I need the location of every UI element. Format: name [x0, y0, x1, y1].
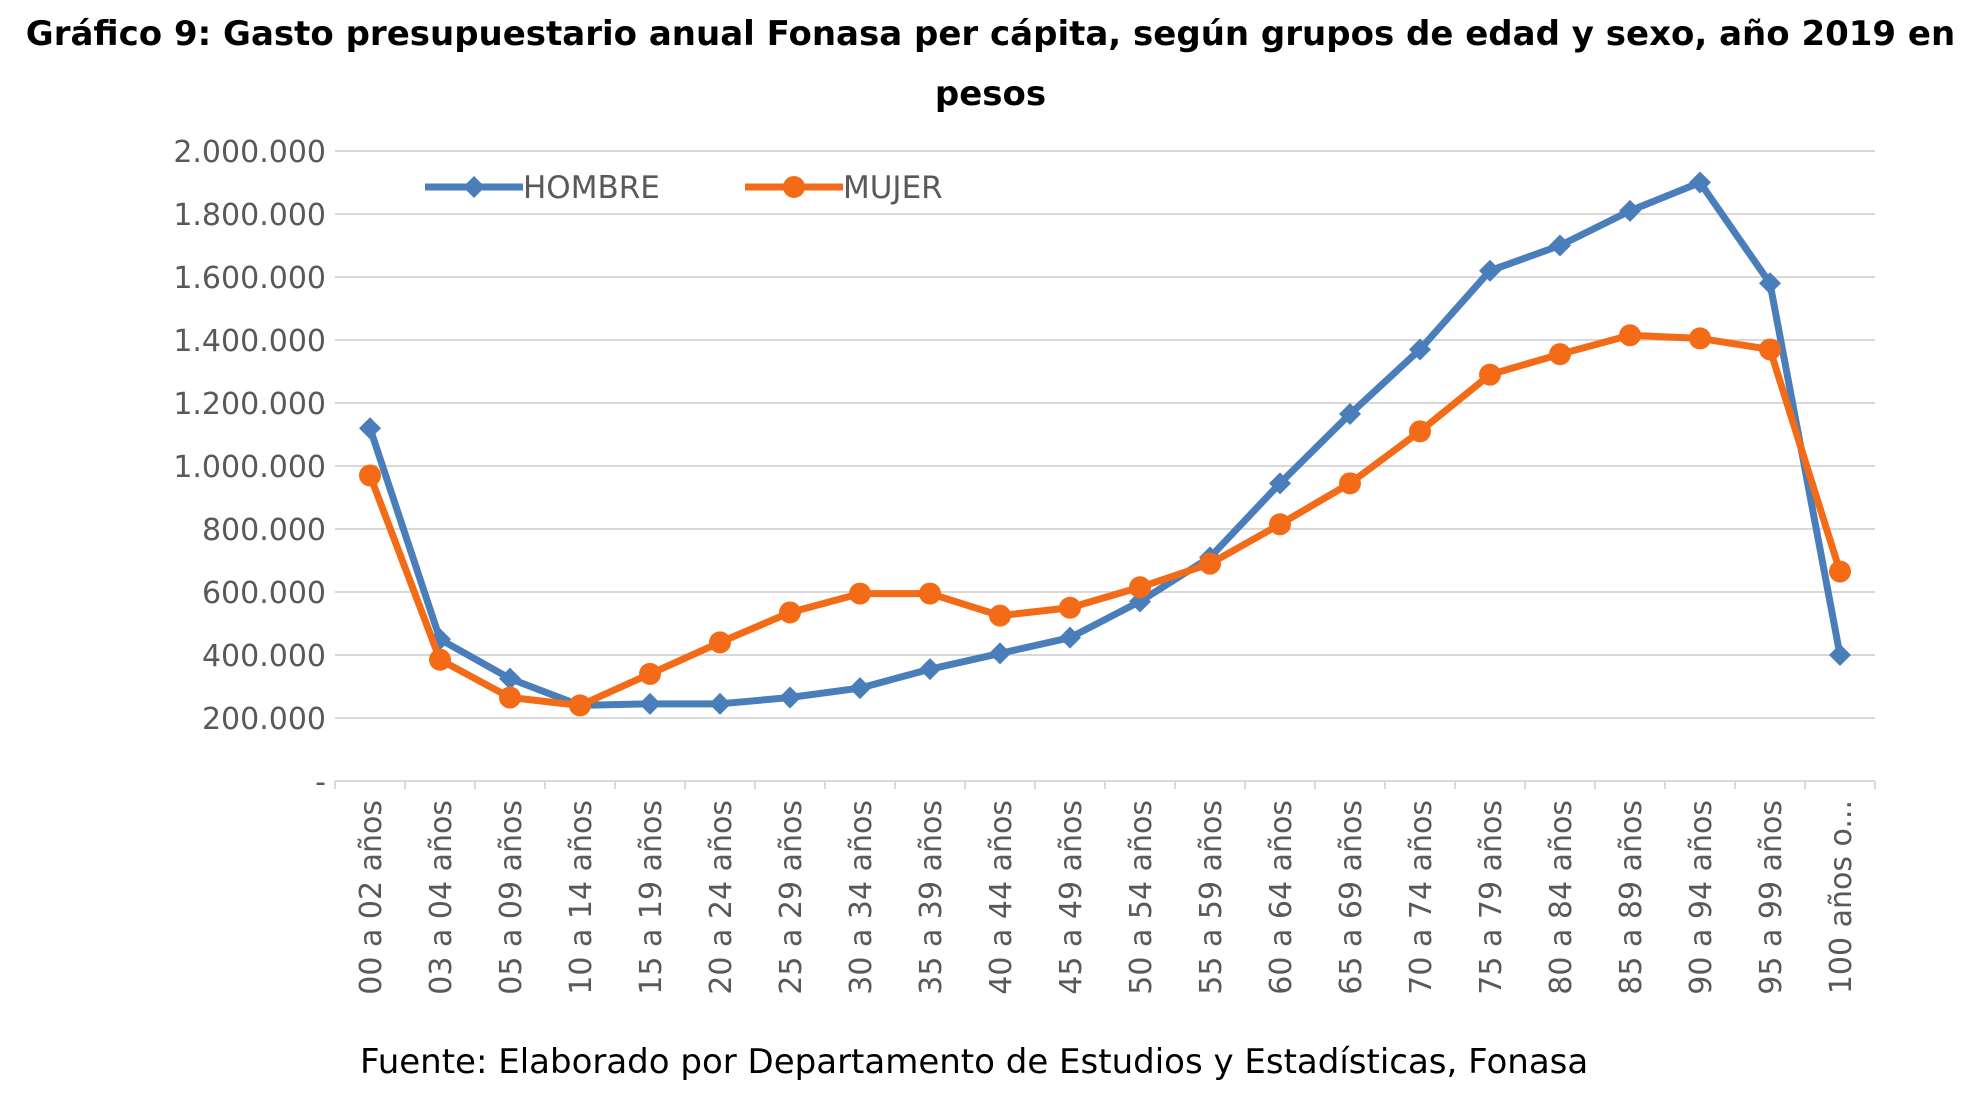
- data-point-hombre: [989, 642, 1011, 665]
- data-point-hombre: [1409, 338, 1431, 361]
- legend-label-mujer: MUJER: [843, 170, 943, 206]
- x-tick-label: 75 a 79 años: [1474, 800, 1509, 995]
- data-point-mujer: [499, 686, 521, 709]
- data-point-hombre: [1269, 472, 1291, 495]
- x-tick-label: 20 a 24 años: [704, 800, 739, 995]
- data-point-mujer: [359, 464, 381, 487]
- data-point-hombre: [1339, 403, 1361, 426]
- data-point-hombre: [1759, 272, 1781, 295]
- x-tick-label: 50 a 54 años: [1124, 800, 1159, 995]
- data-point-mujer: [919, 582, 941, 605]
- y-tick-label: 1.400.000: [173, 324, 326, 359]
- data-point-mujer: [1689, 327, 1711, 350]
- y-tick-label: 1.800.000: [173, 198, 326, 233]
- data-point-mujer: [1199, 552, 1221, 575]
- x-tick-label: 40 a 44 años: [984, 800, 1019, 995]
- legend-marker-hombre: [463, 176, 485, 198]
- x-tick-label: 45 a 49 años: [1054, 800, 1089, 995]
- data-point-mujer: [1479, 363, 1501, 386]
- data-point-mujer: [849, 582, 871, 605]
- data-point-hombre: [1479, 259, 1501, 282]
- data-point-hombre: [849, 677, 871, 700]
- data-point-mujer: [989, 604, 1011, 627]
- x-tick-label: 100 años o...: [1824, 800, 1859, 994]
- data-point-hombre: [1549, 234, 1571, 257]
- x-tick-label: 10 a 14 años: [564, 800, 599, 995]
- y-tick-label: 200.000: [202, 702, 326, 737]
- data-point-mujer: [709, 631, 731, 654]
- x-tick-label: 70 a 74 años: [1404, 800, 1439, 995]
- y-tick-label: 600.000: [202, 576, 326, 611]
- x-tick-label: 80 a 84 años: [1544, 800, 1579, 995]
- x-tick-label: 03 a 04 años: [424, 800, 459, 995]
- data-point-mujer: [779, 601, 801, 624]
- x-tick-label: 15 a 19 años: [634, 800, 669, 995]
- legend-marker-mujer: [783, 176, 805, 198]
- x-tick-label: 35 a 39 años: [914, 800, 949, 995]
- data-point-mujer: [1619, 324, 1641, 347]
- series-line-mujer: [366, 331, 1844, 709]
- x-tick-label: 55 a 59 años: [1194, 800, 1229, 995]
- y-tick-label: 400.000: [202, 639, 326, 674]
- y-tick-label: 1.000.000: [173, 450, 326, 485]
- x-tick-label: 60 a 64 años: [1264, 800, 1299, 995]
- data-point-mujer: [569, 694, 591, 717]
- chart-title-line-2: pesos: [934, 74, 1047, 114]
- data-point-mujer: [1759, 338, 1781, 361]
- x-tick-label: 00 a 02 años: [354, 800, 389, 995]
- x-tick-label: 65 a 69 años: [1334, 800, 1369, 995]
- data-point-hombre: [1829, 644, 1851, 666]
- data-point-hombre: [1619, 199, 1641, 222]
- data-point-mujer: [1059, 596, 1081, 619]
- data-point-mujer: [1129, 576, 1151, 599]
- data-point-hombre: [779, 686, 801, 709]
- data-point-hombre: [1689, 171, 1711, 194]
- data-point-mujer: [1269, 513, 1291, 536]
- data-point-hombre: [709, 692, 731, 715]
- source-note: Fuente: Elaborado por Departamento de Es…: [360, 1042, 1589, 1082]
- chart-title-line-1: Gráfico 9: Gasto presupuestario anual Fo…: [25, 14, 1956, 54]
- series-line-hombre: [366, 179, 1844, 709]
- y-tick-label: 1.200.000: [173, 387, 326, 422]
- y-tick-label: -: [315, 765, 326, 800]
- chart-title: Gráfico 9: Gasto presupuestario anual Fo…: [0, 4, 1981, 124]
- x-tick-label: 85 a 89 años: [1614, 800, 1649, 995]
- x-tick-label: 95 a 99 años: [1754, 800, 1789, 995]
- legend-label-hombre: HOMBRE: [523, 170, 660, 206]
- data-point-hombre: [639, 692, 661, 715]
- y-tick-label: 2.000.000: [173, 135, 326, 170]
- data-point-mujer: [1829, 560, 1851, 583]
- x-tick-label: 25 a 29 años: [774, 800, 809, 995]
- x-tick-label: 90 a 94 años: [1684, 800, 1719, 995]
- x-tick-label: 30 a 34 años: [844, 800, 879, 995]
- x-tick-label: 05 a 09 años: [494, 800, 529, 995]
- data-point-mujer: [1549, 343, 1571, 366]
- data-point-hombre: [359, 417, 381, 440]
- data-point-hombre: [1059, 626, 1081, 649]
- y-tick-label: 1.600.000: [173, 261, 326, 296]
- data-point-mujer: [1339, 472, 1361, 495]
- data-point-mujer: [429, 648, 451, 671]
- data-point-mujer: [1409, 420, 1431, 443]
- data-point-mujer: [639, 662, 661, 685]
- data-point-hombre: [499, 667, 521, 690]
- data-point-hombre: [919, 658, 941, 681]
- y-tick-label: 800.000: [202, 513, 326, 548]
